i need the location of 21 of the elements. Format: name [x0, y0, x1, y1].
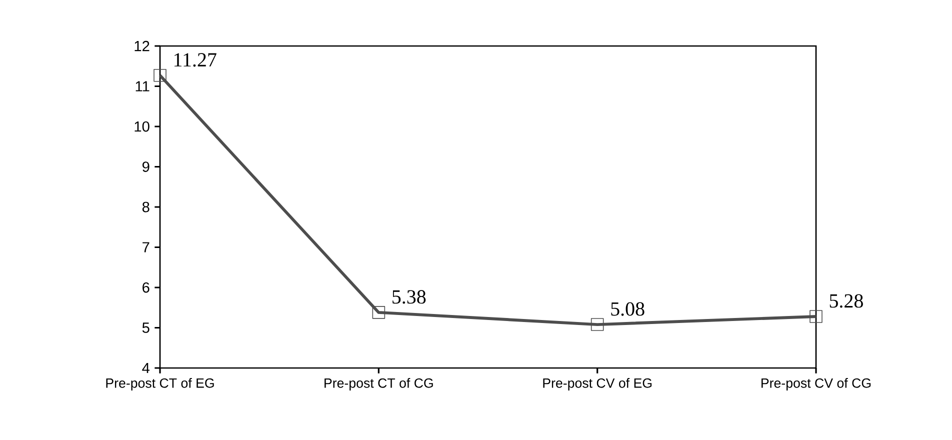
- y-tick-label: 6: [142, 282, 150, 293]
- y-tick-label: 12: [134, 40, 150, 52]
- y-tick-label: 10: [134, 121, 150, 132]
- point: [372, 306, 386, 319]
- y-tick-label: 7: [142, 242, 150, 252]
- data-label: 5.28: [830, 294, 863, 308]
- y-tick-label: 9: [142, 162, 150, 172]
- point: [810, 310, 822, 323]
- y-tick-label: 8: [142, 202, 150, 212]
- data-label: 11.27: [174, 53, 216, 67]
- x-tick-label: Pre-post CT of CG: [324, 378, 433, 390]
- y-tick-label: 5: [142, 322, 150, 333]
- point: [590, 318, 604, 331]
- y-tick-label: 4: [142, 362, 150, 374]
- point: [154, 68, 166, 82]
- x-tick-label: Pre-post CT of EG: [106, 378, 214, 390]
- x-tick-label: Pre-post CV of CG: [762, 378, 871, 390]
- y-tick-label: 11: [136, 81, 150, 92]
- data-label: 5.38: [392, 290, 426, 304]
- data-label: 5.08: [611, 302, 644, 316]
- x-tick-label: Pre-post CV of EG: [543, 378, 652, 390]
